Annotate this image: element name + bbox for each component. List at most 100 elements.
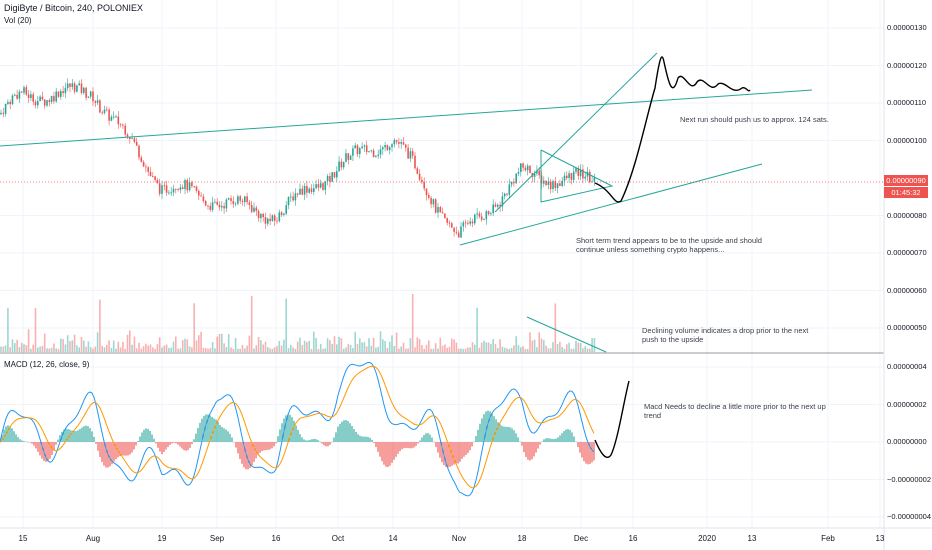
macd-histogram-bar xyxy=(63,429,65,442)
candle-body xyxy=(106,109,108,111)
price-tick-label: 0.00000050 xyxy=(887,323,927,332)
macd-histogram-bar xyxy=(503,426,505,442)
volume-bar xyxy=(543,340,545,352)
volume-bar xyxy=(372,337,375,352)
candle-body xyxy=(168,192,170,194)
macd-histogram-bar xyxy=(237,442,239,454)
volume-bar xyxy=(301,345,304,352)
candle-body xyxy=(179,187,182,190)
volume-bar xyxy=(464,348,467,352)
volume-bar xyxy=(457,348,460,352)
volume-bar xyxy=(46,348,48,352)
price-tick-label: 0.00000110 xyxy=(887,98,927,107)
candle-body xyxy=(365,145,368,152)
candle-body xyxy=(446,218,448,223)
candle-body xyxy=(184,180,186,190)
macd-histogram-bar xyxy=(201,418,203,442)
candle-body xyxy=(379,149,382,155)
macd-histogram-bar xyxy=(393,442,395,460)
candle-body xyxy=(572,171,575,180)
candle-body xyxy=(71,83,74,87)
volume-bar xyxy=(329,340,331,352)
candle-body xyxy=(181,187,184,190)
candle-body xyxy=(96,100,99,103)
candle-body xyxy=(108,109,110,121)
candle-body xyxy=(393,140,396,145)
macd-histogram-bar xyxy=(429,434,431,442)
candle-body xyxy=(368,151,370,152)
volume-bar xyxy=(414,347,416,352)
volume-bar xyxy=(39,346,41,352)
volume-bar xyxy=(363,342,366,352)
macd-histogram-bar xyxy=(251,442,253,466)
candle-body xyxy=(554,181,557,189)
volume-bar xyxy=(515,336,517,352)
macd-histogram-bar xyxy=(103,442,105,466)
macd-histogram-bar xyxy=(181,442,183,449)
candle-body xyxy=(547,181,550,185)
candle-body xyxy=(191,182,193,187)
candle-body xyxy=(230,198,232,201)
volume-bar xyxy=(115,348,117,352)
time-tick-label: 16 xyxy=(628,534,638,543)
volume-bar xyxy=(89,347,92,352)
volume-bar xyxy=(540,338,543,352)
candle-body xyxy=(262,213,264,218)
candle-body xyxy=(405,144,407,148)
volume-bar xyxy=(575,340,577,352)
macd-histogram-bar xyxy=(275,442,277,444)
volume-bar xyxy=(340,338,343,352)
candle-body xyxy=(175,188,177,190)
volume-trendline xyxy=(526,316,607,353)
candle-body xyxy=(566,175,568,179)
macd-histogram-bar xyxy=(287,414,289,442)
macd-histogram-bar xyxy=(551,438,553,442)
volume-bar xyxy=(172,341,175,352)
macd-histogram-bar xyxy=(549,438,551,442)
candle-body xyxy=(441,212,444,214)
macd-histogram-bar xyxy=(203,415,205,442)
volume-bar xyxy=(285,298,287,352)
volume-bar xyxy=(352,347,354,352)
macd-histogram-bar xyxy=(285,415,287,442)
volume-bar xyxy=(586,348,589,352)
macd-histogram-bar xyxy=(411,442,413,449)
candle-body xyxy=(545,180,547,185)
macd-histogram-bar xyxy=(437,442,439,453)
macd-histogram-bar xyxy=(535,442,537,453)
candle-body xyxy=(216,201,218,205)
volume-bar xyxy=(41,345,44,352)
macd-histogram-bar xyxy=(545,438,547,442)
volume-bar xyxy=(280,345,283,352)
volume-bar xyxy=(200,331,202,352)
volume-bar xyxy=(326,338,329,352)
macd-histogram-bar xyxy=(501,425,503,442)
candle-body xyxy=(570,173,573,180)
candle-body xyxy=(43,99,46,106)
volume-bar xyxy=(386,347,389,352)
candle-body xyxy=(568,173,570,179)
time-tick-label: Dec xyxy=(573,534,589,543)
volume-bar xyxy=(207,348,209,352)
volume-bar xyxy=(593,337,596,352)
macd-histogram-bar xyxy=(433,441,435,443)
time-tick-label: 15 xyxy=(18,534,28,543)
macd-histogram-bar xyxy=(333,437,335,442)
time-tick-label: 19 xyxy=(157,534,167,543)
macd-histogram-bar xyxy=(293,420,295,442)
candle-body xyxy=(115,116,117,118)
candle-body xyxy=(338,161,340,172)
macd-histogram-bar xyxy=(131,442,133,453)
macd-histogram-bar xyxy=(531,442,533,460)
volume-bar xyxy=(16,339,18,352)
macd-histogram-bar xyxy=(421,437,423,442)
candle-body xyxy=(122,124,124,126)
macd-histogram-bar xyxy=(109,442,111,467)
macd-histogram-bar xyxy=(211,416,213,442)
projected-macd-path xyxy=(594,380,630,458)
macd-histogram-bar xyxy=(307,440,309,442)
candle-body xyxy=(278,212,281,222)
volume-bar xyxy=(584,346,586,352)
candle-body xyxy=(237,196,239,204)
